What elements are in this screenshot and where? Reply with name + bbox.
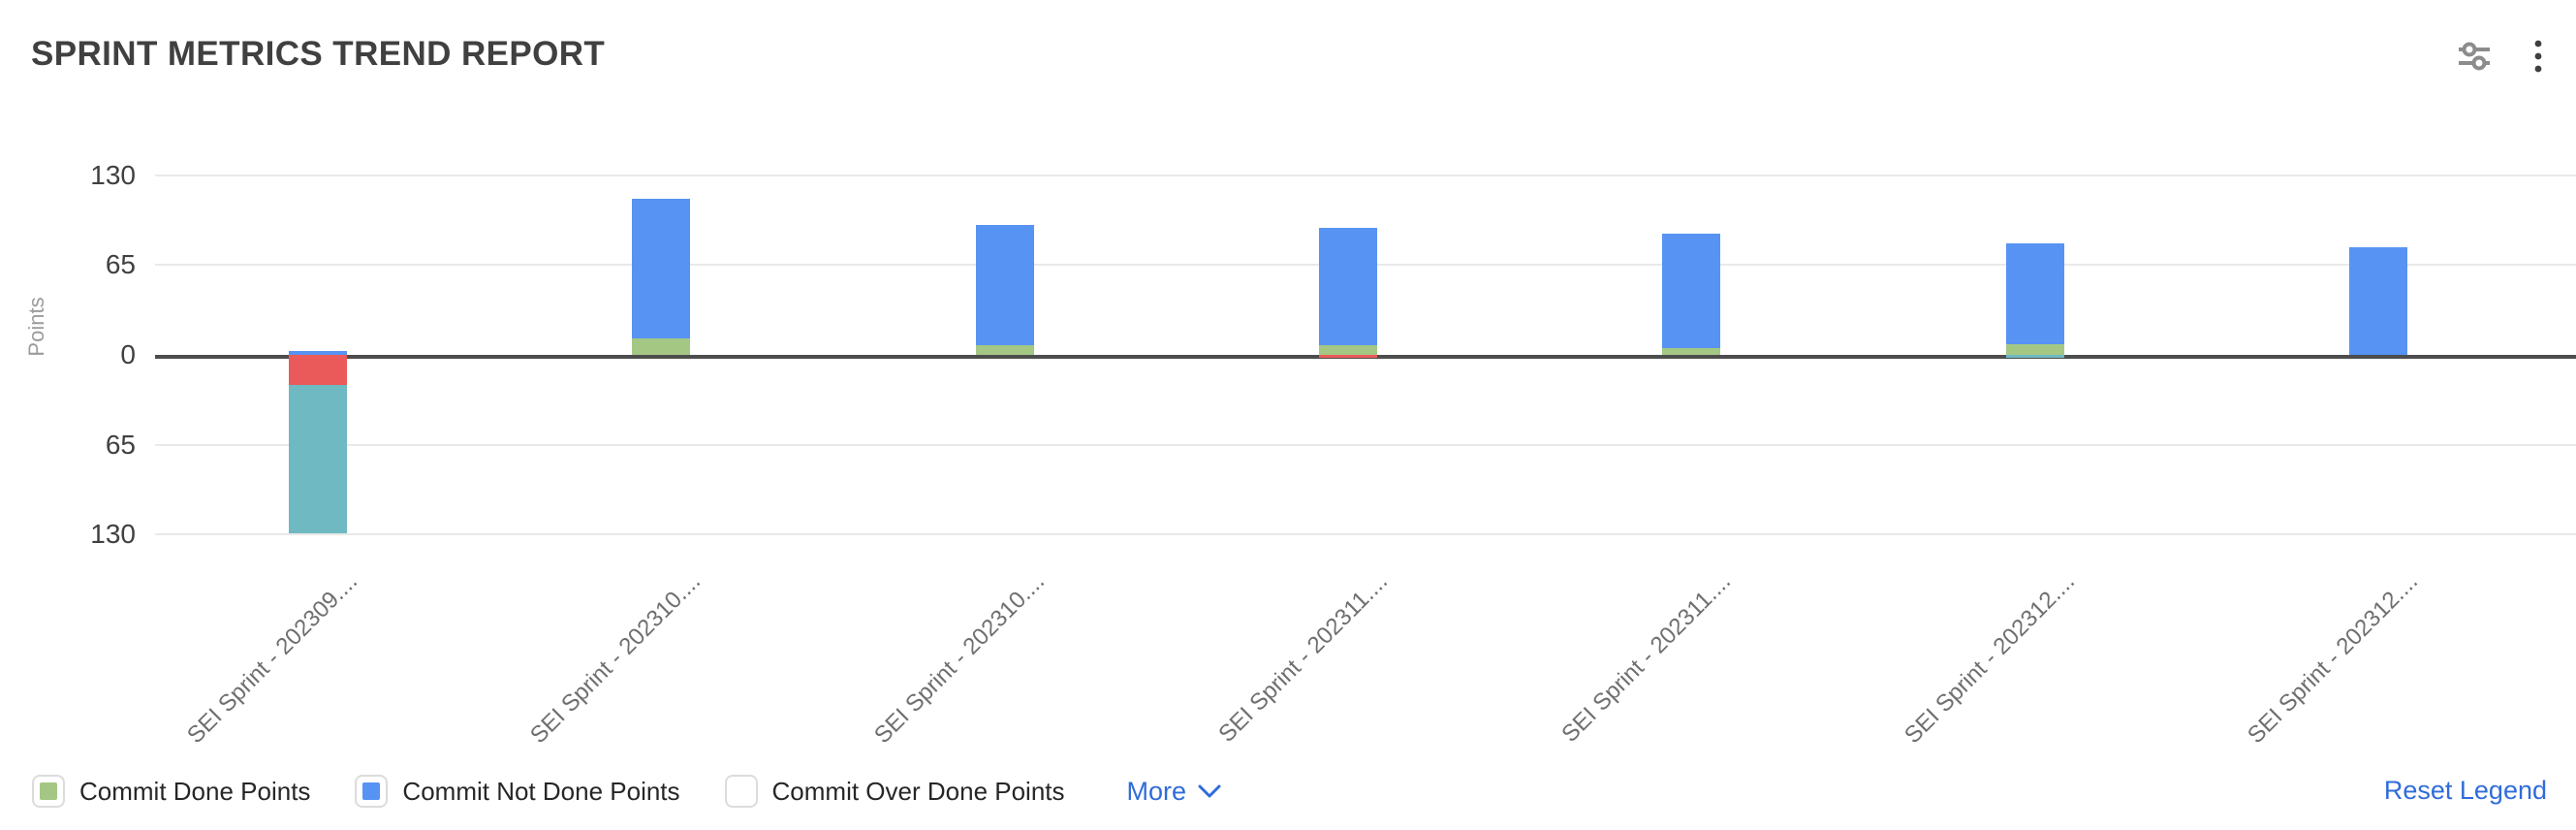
bar-segment[interactable] xyxy=(2005,343,2064,355)
filter-sliders-icon[interactable] xyxy=(2458,40,2491,73)
legend-item-label: Commit Not Done Points xyxy=(402,776,680,806)
x-axis-label: SEI Sprint - 202312.... xyxy=(2242,568,2424,750)
x-axis-label: SEI Sprint - 202310.... xyxy=(868,568,1050,750)
bar-segment[interactable] xyxy=(1662,233,1721,348)
reset-legend-button[interactable]: Reset Legend xyxy=(2383,776,2547,805)
legend-checkbox[interactable] xyxy=(355,775,389,808)
legend-item-label: Commit Done Points xyxy=(79,776,311,806)
chevron-down-icon xyxy=(1198,784,1221,797)
x-axis-label: SEI Sprint - 202309.... xyxy=(182,568,363,750)
widget-toolbar xyxy=(2458,39,2543,74)
bar-segment[interactable] xyxy=(975,345,1034,355)
x-axis-label: SEI Sprint - 202311.... xyxy=(1213,568,1394,748)
legend-item-label: Commit Over Done Points xyxy=(771,776,1065,806)
chart-legend: Commit Done Points Commit Not Done Points… xyxy=(32,768,1221,814)
x-axis-label: SEI Sprint - 202311.... xyxy=(1556,568,1737,748)
bar-segment[interactable] xyxy=(1662,347,1721,355)
y-tick-label: 65 xyxy=(105,429,136,460)
y-tick-label: 65 xyxy=(105,249,136,280)
legend-checkbox[interactable] xyxy=(724,775,758,808)
legend-item[interactable]: Commit Over Done Points xyxy=(724,775,1065,808)
bar-segment[interactable] xyxy=(2348,246,2407,355)
gridline xyxy=(155,174,2576,176)
y-tick-label: 0 xyxy=(120,339,136,369)
legend-swatch xyxy=(40,782,57,800)
x-axis-label: SEI Sprint - 202310.... xyxy=(525,568,707,750)
legend-checkbox[interactable] xyxy=(32,775,65,808)
legend-more-label: More xyxy=(1126,776,1187,806)
x-axis-label: SEI Sprint - 202312.... xyxy=(1899,568,2080,750)
kebab-menu-icon[interactable] xyxy=(2533,39,2543,74)
bar-segment[interactable] xyxy=(1318,355,1377,358)
y-tick-label: 130 xyxy=(90,159,136,190)
legend-item[interactable]: Commit Not Done Points xyxy=(355,775,680,808)
legend-swatch xyxy=(362,782,381,800)
bar-segment[interactable] xyxy=(289,385,347,533)
gridline xyxy=(155,533,2576,536)
bar-segment[interactable] xyxy=(2005,355,2064,358)
y-tick-label: 130 xyxy=(90,519,136,550)
bar-segment[interactable] xyxy=(289,355,347,386)
legend-more-button[interactable]: More xyxy=(1127,777,1222,807)
bar-segment[interactable] xyxy=(632,337,691,355)
bar-segment[interactable] xyxy=(1318,227,1377,346)
page-title: SPRINT METRICS TREND REPORT xyxy=(31,35,606,73)
bar-segment[interactable] xyxy=(975,225,1034,346)
bar-segment[interactable] xyxy=(1318,345,1377,355)
legend-item[interactable]: Commit Done Points xyxy=(32,775,310,808)
bar-segment[interactable] xyxy=(632,198,691,338)
bar-segment[interactable] xyxy=(289,350,347,355)
bar-segment[interactable] xyxy=(2005,242,2064,344)
gridline xyxy=(155,443,2576,446)
